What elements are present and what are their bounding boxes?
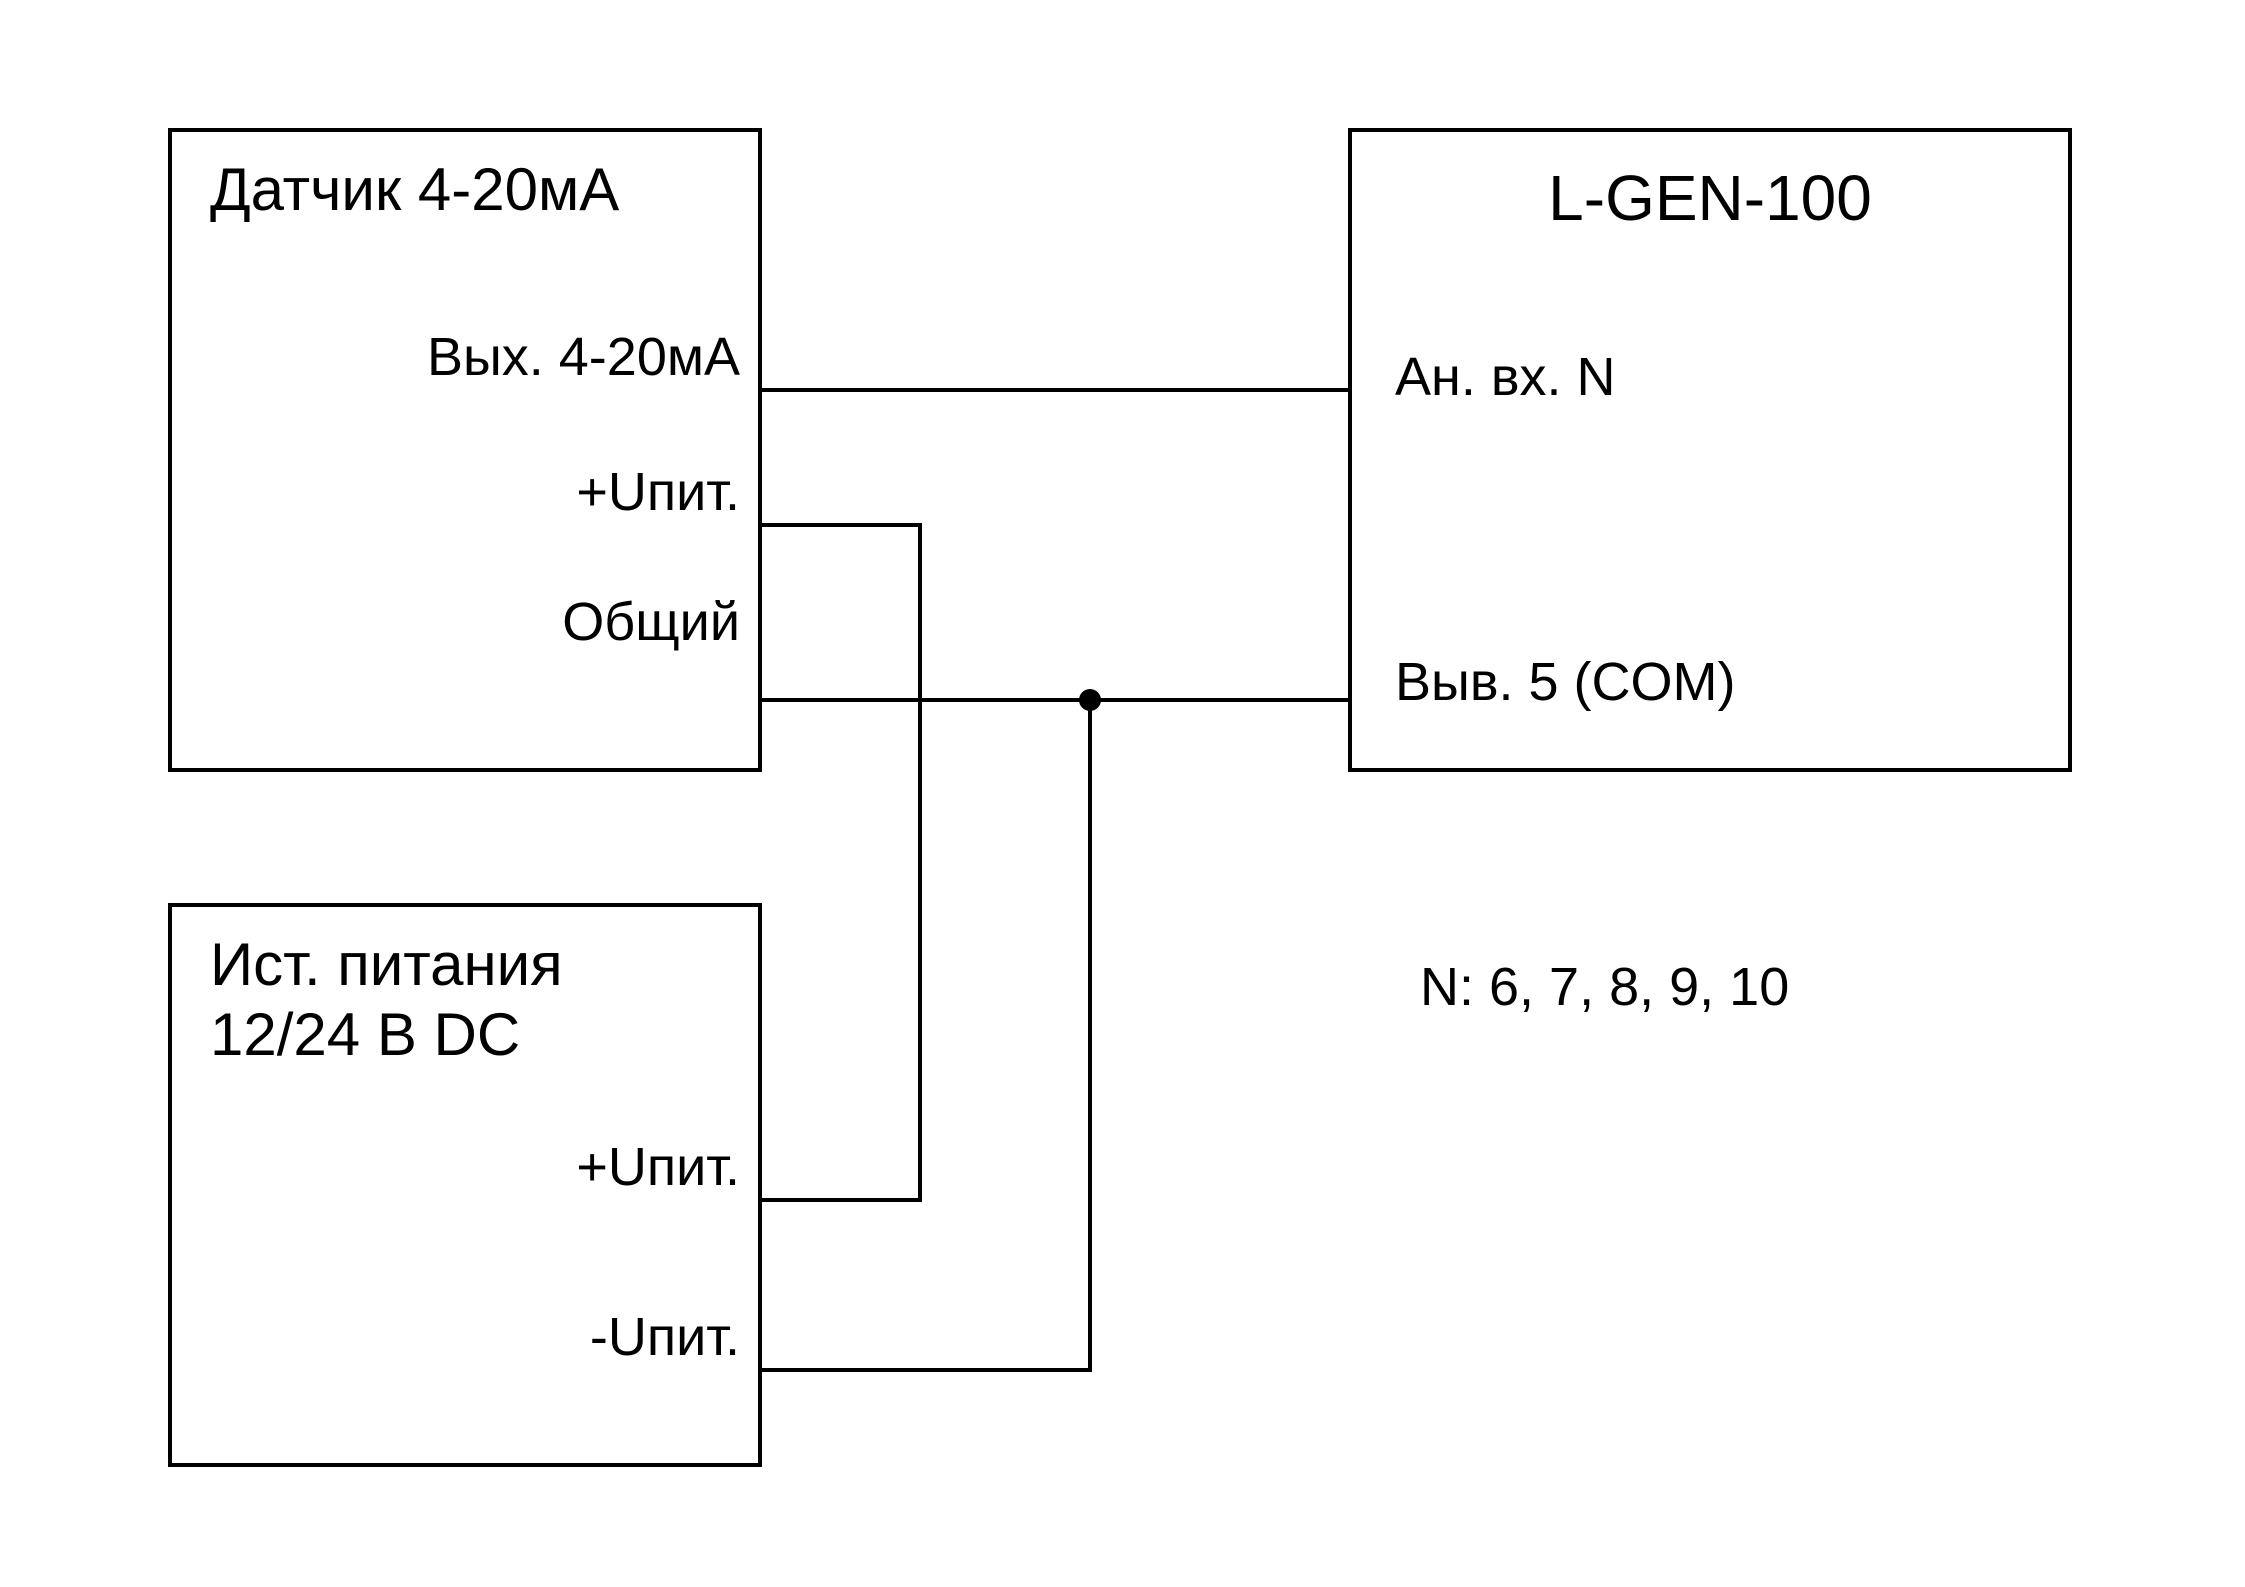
psu-uminus-label: -Uпит. [590,1307,740,1367]
sensor-box [170,130,760,770]
sensor-uplus-label: +Uпит. [576,462,740,522]
device-com-label: Выв. 5 (COM) [1395,652,1736,712]
sensor-out-420-label: Вых. 4-20мА [427,327,740,387]
junction-com [1079,689,1101,711]
psu-uplus-label: +Uпит. [576,1137,740,1197]
note-n-values: N: 6, 7, 8, 9, 10 [1420,957,1789,1017]
sensor-title: Датчик 4-20мА [210,156,619,223]
psu-title-line1: Ист. питания [210,931,563,998]
sensor-common-label: Общий [562,592,740,652]
psu-title-line2: 12/24 В DC [210,1001,520,1068]
device-title: L-GEN-100 [1548,162,1872,234]
device-anin-label: Ан. вх. N [1395,347,1616,407]
